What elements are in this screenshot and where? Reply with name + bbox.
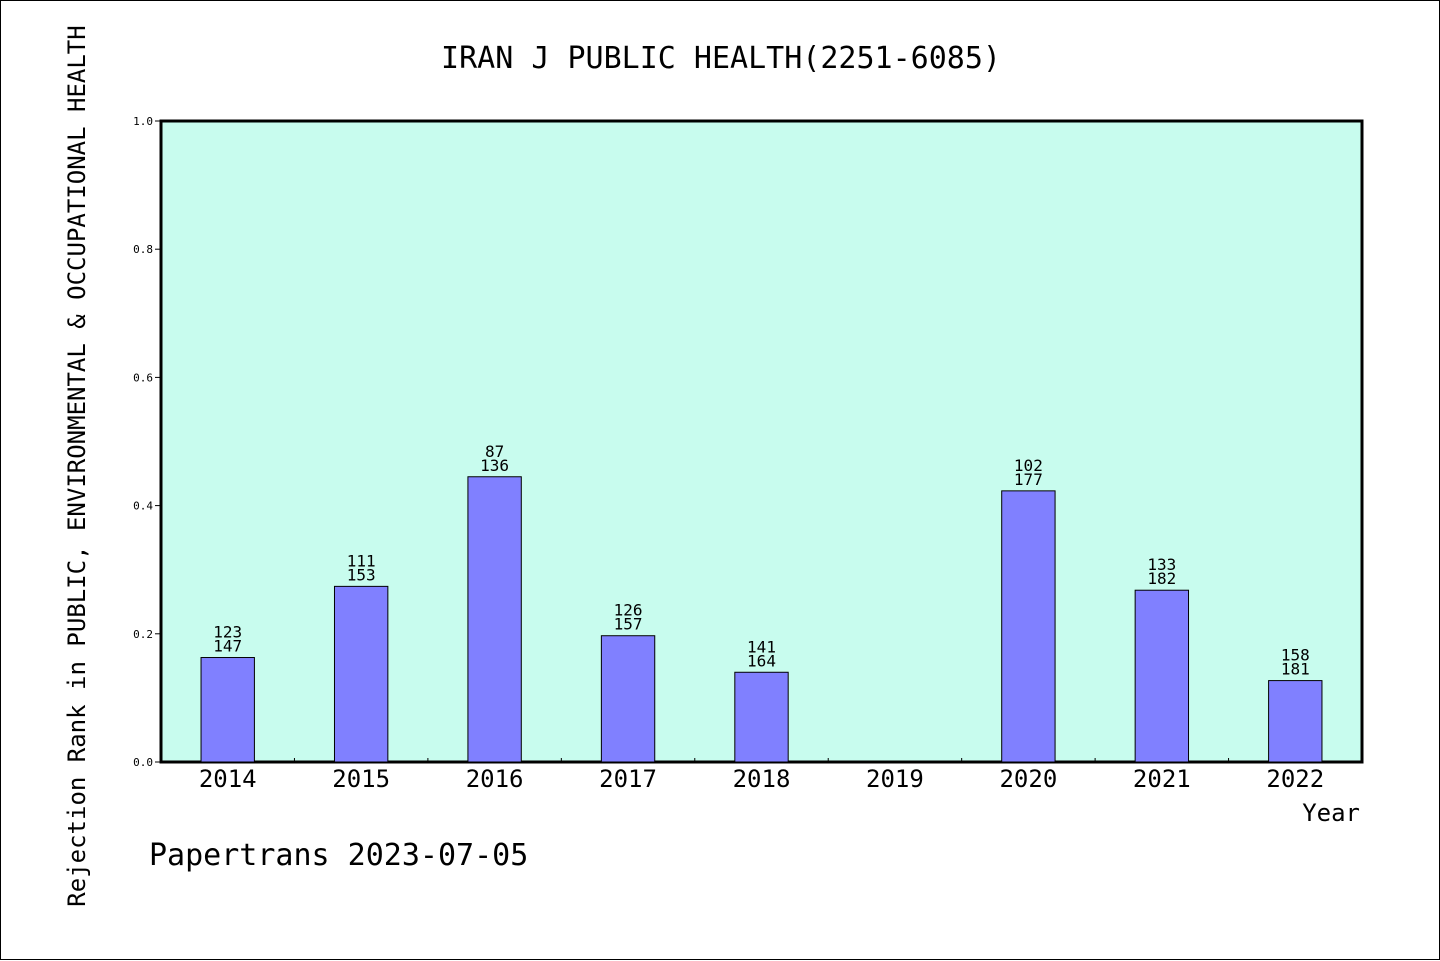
y-tick-label: 0.4 [133, 500, 153, 513]
y-tick-label: 0.6 [133, 371, 153, 384]
x-tick-label: 2015 [332, 765, 390, 793]
bar-label-top: 87 [485, 442, 504, 461]
bar-label-bottom: 181 [1281, 660, 1310, 679]
chart-title: IRAN J PUBLIC HEALTH(2251-6085) [441, 41, 1001, 76]
x-tick-label: 2019 [866, 765, 924, 793]
bar-label-top: 123 [213, 623, 242, 642]
bar-2020 [1001, 490, 1056, 763]
bar-label-top: 141 [747, 637, 776, 656]
x-tick-label: 2021 [1133, 765, 1191, 793]
bar-labels-group: 1231471111538713612615714116410217713318… [213, 442, 1309, 679]
bar-2022 [1268, 680, 1323, 763]
x-tick-label: 2014 [199, 765, 257, 793]
x-tick-label: 2018 [733, 765, 791, 793]
y-tick-label: 0.0 [133, 756, 153, 769]
bar-label-top: 102 [1014, 456, 1043, 475]
bar-label-top: 126 [614, 601, 643, 620]
bar-label-top: 158 [1281, 646, 1310, 665]
footer-credit: Papertrans 2023-07-05 [149, 838, 528, 873]
bar-label-bottom: 182 [1147, 569, 1176, 588]
bar-2015 [333, 585, 389, 763]
y-axis-title: Rejection Rank in PUBLIC, ENVIRONMENTAL … [63, 25, 91, 906]
bar-label-bottom: 136 [480, 456, 509, 475]
bar-2021 [1134, 589, 1190, 763]
x-tick-label: 2017 [599, 765, 657, 793]
bar-2016 [467, 476, 522, 763]
bar-label-bottom: 177 [1014, 470, 1043, 489]
x-tick-label: 2016 [466, 765, 524, 793]
bar-label-bottom: 164 [747, 651, 776, 670]
bar-label-top: 133 [1147, 555, 1176, 574]
bar-label-bottom: 147 [213, 637, 242, 656]
x-tick-label: 2020 [999, 765, 1057, 793]
x-axis: 2014 2015 2016 2017 2018 2019 2020 2021 2022 [199, 758, 1324, 793]
bars-group [200, 476, 1323, 763]
x-tick-label: 2022 [1266, 765, 1324, 793]
x-axis-title: Year [1302, 799, 1360, 827]
bar-2017 [600, 635, 656, 763]
bar-label-bottom: 157 [614, 615, 643, 634]
bar-2018 [734, 671, 789, 763]
bar-label-top: 111 [347, 551, 376, 570]
y-tick-label: 0.2 [133, 628, 153, 641]
bar-2014 [200, 657, 255, 763]
y-tick-label: 0.8 [133, 243, 153, 256]
y-tick-label: 1.0 [133, 115, 153, 128]
bar-label-bottom: 153 [347, 565, 376, 584]
y-axis: 0.0 0.2 0.4 0.6 0.8 1.0 [133, 115, 161, 769]
